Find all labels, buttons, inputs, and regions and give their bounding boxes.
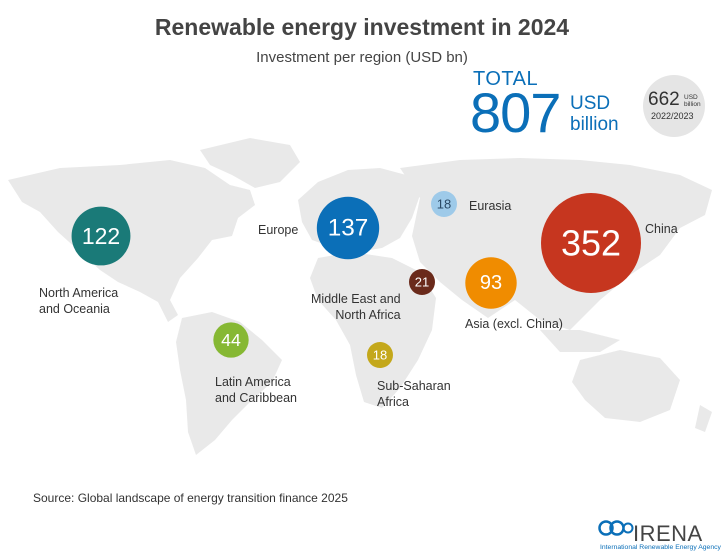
bubble-europe xyxy=(316,196,380,260)
label-asia: Asia (excl. China) xyxy=(465,317,563,331)
landmass-new-zealand xyxy=(695,405,712,432)
total-value: 807 xyxy=(470,81,561,144)
bubble-value-asia: 93 xyxy=(480,272,502,294)
bubble-value-north-america: 122 xyxy=(82,223,120,249)
bubble-value-sub-saharan: 18 xyxy=(373,348,387,363)
bubble-value-middle-east: 21 xyxy=(415,275,429,290)
irena-logo-text: IRENA xyxy=(633,521,703,546)
irena-tagline: International Renewable Energy Agency xyxy=(600,544,721,551)
chart-subtitle: Investment per region (USD bn) xyxy=(256,49,468,66)
label-europe: Europe xyxy=(258,223,299,237)
landmass-southeast-asia xyxy=(540,330,620,352)
bubble-eurasia xyxy=(431,191,457,217)
landmass-greenland xyxy=(200,138,300,188)
landmass-africa xyxy=(310,252,436,408)
previous-period-badge xyxy=(643,75,705,137)
previous-value: 662 xyxy=(648,89,680,110)
landmass-australia xyxy=(572,350,680,422)
total-label: TOTAL xyxy=(473,68,539,90)
total-unit: USD billion xyxy=(570,93,619,135)
bubble-middle-east xyxy=(409,269,435,295)
landmass-north-america xyxy=(8,160,255,322)
label-middle-east: Middle East and North Africa xyxy=(311,292,401,322)
bubble-sub-saharan xyxy=(367,342,393,368)
label-eurasia: Eurasia xyxy=(469,199,512,213)
previous-unit: USD billion xyxy=(684,94,701,108)
bubble-latin-america xyxy=(213,322,249,358)
bubble-layer: 122 44 137 18 21 18 93 352 xyxy=(71,191,641,368)
label-north-america: North America and Oceania xyxy=(39,286,119,316)
bubble-value-eurasia: 18 xyxy=(437,197,451,212)
irena-logo-icon xyxy=(598,520,634,536)
bubble-china xyxy=(541,193,641,293)
landmass-south-america xyxy=(176,312,282,455)
label-china: China xyxy=(645,222,678,236)
label-latin-america: Latin America and Caribbean xyxy=(215,375,298,405)
bubble-north-america xyxy=(71,206,131,266)
source-note: Source: Global landscape of energy trans… xyxy=(33,491,348,505)
previous-period: 2022/2023 xyxy=(651,111,694,121)
bubble-value-china: 352 xyxy=(561,223,621,264)
bubble-value-latin-america: 44 xyxy=(221,330,241,350)
label-sub-saharan: Sub-Saharan Africa xyxy=(377,379,451,409)
bubble-value-europe: 137 xyxy=(328,215,369,242)
chart-title: Renewable energy investment in 2024 xyxy=(154,14,570,40)
bubble-asia xyxy=(465,257,517,309)
